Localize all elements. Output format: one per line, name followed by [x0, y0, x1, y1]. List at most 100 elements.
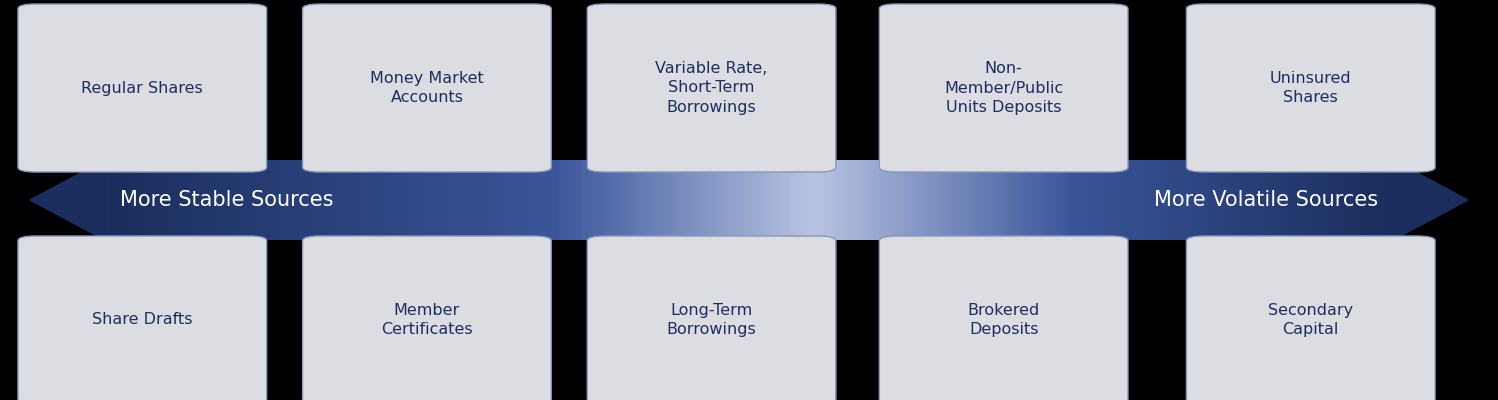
Bar: [602, 160, 605, 240]
Bar: [667, 160, 670, 240]
Bar: [1314, 160, 1317, 240]
Bar: [431, 160, 436, 240]
Bar: [1150, 160, 1155, 240]
Bar: [706, 160, 709, 240]
Bar: [1282, 160, 1285, 240]
Bar: [463, 160, 466, 240]
Bar: [792, 160, 795, 240]
Bar: [1332, 160, 1335, 240]
Bar: [1200, 160, 1203, 240]
Bar: [195, 160, 198, 240]
Bar: [1375, 160, 1378, 240]
Bar: [342, 160, 345, 240]
Bar: [791, 160, 794, 240]
Bar: [1192, 160, 1195, 240]
Bar: [1242, 160, 1245, 240]
Bar: [312, 160, 315, 240]
Bar: [1168, 160, 1173, 240]
Bar: [1221, 160, 1224, 240]
Bar: [231, 160, 234, 240]
Bar: [713, 160, 716, 240]
Bar: [1297, 160, 1302, 240]
Bar: [398, 160, 401, 240]
Bar: [283, 160, 286, 240]
Bar: [839, 160, 842, 240]
FancyBboxPatch shape: [879, 236, 1128, 400]
Bar: [939, 160, 944, 240]
Bar: [524, 160, 529, 240]
Bar: [1260, 160, 1263, 240]
Text: Secondary
Capital: Secondary Capital: [1269, 302, 1353, 338]
Bar: [1306, 160, 1309, 240]
Bar: [963, 160, 966, 240]
Bar: [1149, 160, 1152, 240]
Polygon shape: [1393, 160, 1468, 240]
Bar: [1243, 160, 1246, 240]
Bar: [334, 160, 337, 240]
Bar: [950, 160, 953, 240]
Bar: [1010, 160, 1013, 240]
Bar: [126, 160, 129, 240]
Bar: [383, 160, 386, 240]
Text: More Stable Sources: More Stable Sources: [120, 190, 334, 210]
Bar: [476, 160, 479, 240]
Bar: [1351, 160, 1356, 240]
Bar: [1146, 160, 1149, 240]
Bar: [1043, 160, 1046, 240]
Bar: [1140, 160, 1144, 240]
Bar: [273, 160, 276, 240]
Bar: [947, 160, 951, 240]
Bar: [527, 160, 530, 240]
Bar: [1360, 160, 1363, 240]
Bar: [1053, 160, 1056, 240]
Bar: [1118, 160, 1121, 240]
Bar: [682, 160, 685, 240]
Bar: [1125, 160, 1128, 240]
Bar: [177, 160, 180, 240]
Bar: [1233, 160, 1237, 240]
Bar: [1121, 160, 1124, 240]
Bar: [385, 160, 389, 240]
Bar: [1225, 160, 1228, 240]
Bar: [634, 160, 637, 240]
Bar: [187, 160, 190, 240]
Bar: [166, 160, 169, 240]
Bar: [643, 160, 647, 240]
Bar: [671, 160, 676, 240]
Bar: [234, 160, 237, 240]
Bar: [481, 160, 484, 240]
Bar: [800, 160, 804, 240]
Bar: [1246, 160, 1249, 240]
Bar: [752, 160, 755, 240]
Bar: [1092, 160, 1095, 240]
Text: More Volatile Sources: More Volatile Sources: [1153, 190, 1378, 210]
Bar: [917, 160, 920, 240]
Bar: [1113, 160, 1116, 240]
Bar: [852, 160, 855, 240]
Bar: [270, 160, 273, 240]
Bar: [105, 160, 108, 240]
Bar: [1318, 160, 1321, 240]
Bar: [1272, 160, 1275, 240]
Bar: [846, 160, 851, 240]
Bar: [1186, 160, 1191, 240]
Bar: [785, 160, 788, 240]
Bar: [517, 160, 520, 240]
Bar: [813, 160, 816, 240]
Bar: [1128, 160, 1131, 240]
Bar: [806, 160, 809, 240]
Bar: [1287, 160, 1291, 240]
Bar: [1218, 160, 1221, 240]
Bar: [824, 160, 827, 240]
Bar: [631, 160, 634, 240]
Bar: [836, 160, 840, 240]
Bar: [294, 160, 297, 240]
Bar: [470, 160, 473, 240]
Bar: [1308, 160, 1311, 240]
Bar: [205, 160, 208, 240]
Bar: [1182, 160, 1185, 240]
Bar: [548, 160, 551, 240]
Bar: [404, 160, 407, 240]
Bar: [742, 160, 745, 240]
Bar: [849, 160, 852, 240]
